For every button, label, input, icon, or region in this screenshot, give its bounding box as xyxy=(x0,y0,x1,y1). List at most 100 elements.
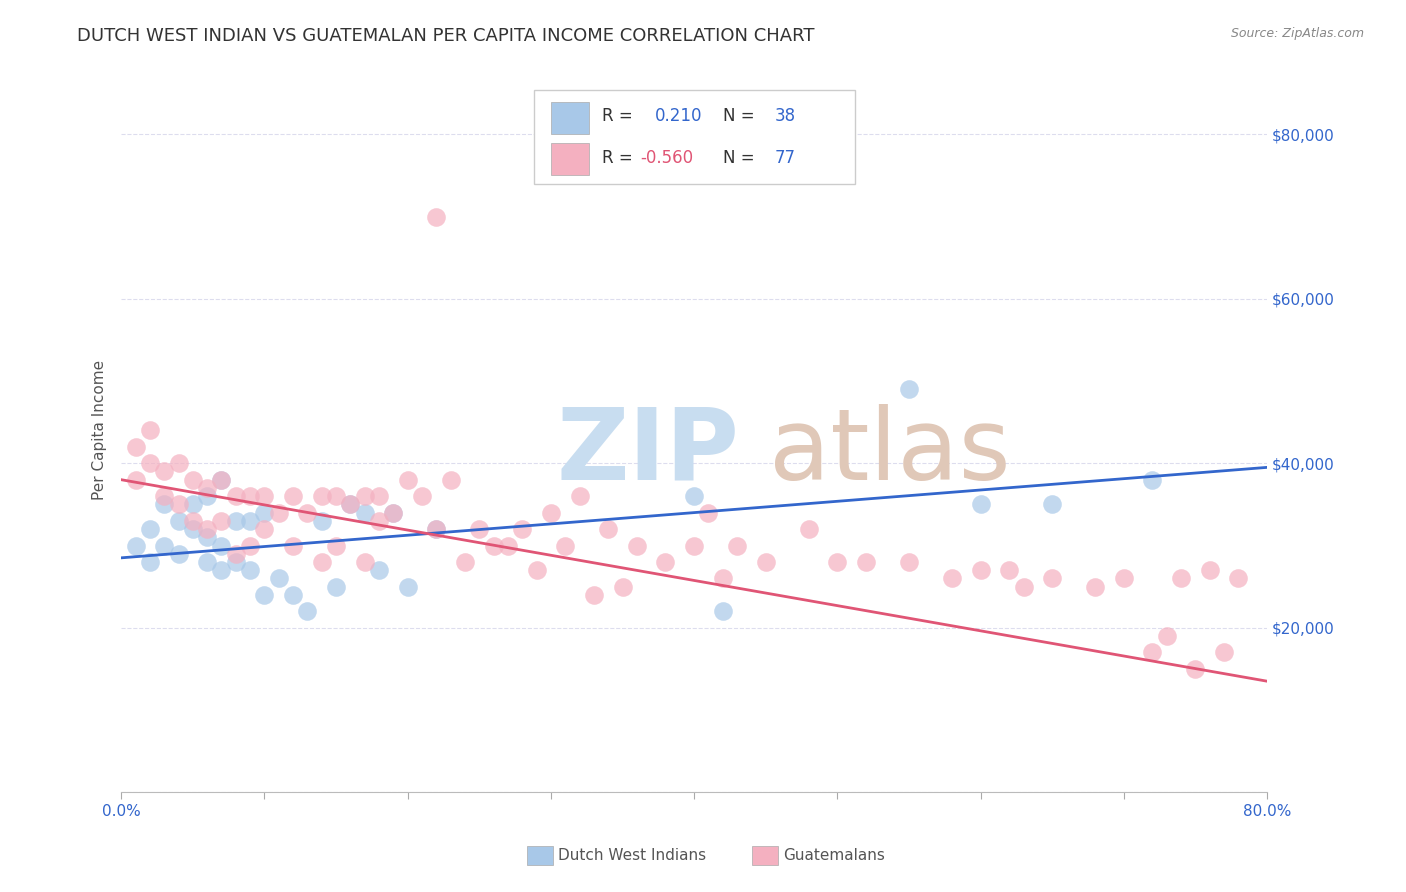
Point xyxy=(153,465,176,479)
Point xyxy=(998,563,1021,577)
Point xyxy=(124,473,146,487)
Point xyxy=(211,563,233,577)
Point xyxy=(1142,645,1164,659)
Point xyxy=(339,497,361,511)
Point xyxy=(468,522,491,536)
Point xyxy=(711,604,734,618)
Point xyxy=(153,539,176,553)
Point xyxy=(297,604,319,618)
Text: 38: 38 xyxy=(775,107,796,125)
Point xyxy=(139,423,162,437)
Point xyxy=(153,489,176,503)
Point xyxy=(239,563,262,577)
Point xyxy=(267,506,290,520)
Point xyxy=(195,555,218,569)
Point xyxy=(311,514,333,528)
Point xyxy=(827,555,849,569)
Point xyxy=(897,555,920,569)
Point xyxy=(1184,662,1206,676)
Point xyxy=(568,489,591,503)
Point xyxy=(554,539,576,553)
Point xyxy=(697,506,720,520)
Point xyxy=(167,456,190,470)
Point xyxy=(1112,571,1135,585)
Point xyxy=(540,506,562,520)
Point xyxy=(225,514,247,528)
Text: Source: ZipAtlas.com: Source: ZipAtlas.com xyxy=(1230,27,1364,40)
Text: Dutch West Indians: Dutch West Indians xyxy=(558,848,706,863)
Point xyxy=(510,522,533,536)
Point xyxy=(267,571,290,585)
Point xyxy=(195,522,218,536)
FancyBboxPatch shape xyxy=(551,102,589,134)
Point xyxy=(225,547,247,561)
Point xyxy=(454,555,477,569)
Point xyxy=(396,580,419,594)
Point xyxy=(325,539,347,553)
Text: DUTCH WEST INDIAN VS GUATEMALAN PER CAPITA INCOME CORRELATION CHART: DUTCH WEST INDIAN VS GUATEMALAN PER CAPI… xyxy=(77,27,815,45)
Point xyxy=(297,506,319,520)
Text: R =: R = xyxy=(602,107,633,125)
Point xyxy=(239,539,262,553)
Point xyxy=(167,514,190,528)
Point xyxy=(425,522,447,536)
Point xyxy=(612,580,634,594)
Point xyxy=(211,473,233,487)
Point xyxy=(368,563,391,577)
Point xyxy=(683,489,706,503)
Point xyxy=(124,440,146,454)
Point xyxy=(797,522,820,536)
Point xyxy=(1040,571,1063,585)
Point xyxy=(1084,580,1107,594)
Point xyxy=(311,489,333,503)
Point xyxy=(626,539,648,553)
Point xyxy=(1170,571,1192,585)
Point xyxy=(1198,563,1220,577)
Point xyxy=(239,489,262,503)
Point xyxy=(281,489,304,503)
Point xyxy=(167,547,190,561)
Point xyxy=(253,522,276,536)
Text: -0.560: -0.560 xyxy=(640,149,693,167)
Point xyxy=(211,539,233,553)
FancyBboxPatch shape xyxy=(551,143,589,175)
FancyBboxPatch shape xyxy=(534,90,855,185)
Point xyxy=(124,539,146,553)
Point xyxy=(755,555,778,569)
Text: Guatemalans: Guatemalans xyxy=(783,848,884,863)
Point xyxy=(1213,645,1236,659)
Point xyxy=(969,497,991,511)
Point xyxy=(941,571,963,585)
Point xyxy=(496,539,519,553)
Point xyxy=(368,514,391,528)
Point xyxy=(139,522,162,536)
Point xyxy=(281,588,304,602)
Point xyxy=(225,555,247,569)
Point xyxy=(167,497,190,511)
Point xyxy=(411,489,433,503)
Point xyxy=(339,497,361,511)
Point xyxy=(368,489,391,503)
Point xyxy=(325,580,347,594)
Point xyxy=(311,555,333,569)
Point xyxy=(325,489,347,503)
Point xyxy=(225,489,247,503)
Point xyxy=(425,210,447,224)
Text: N =: N = xyxy=(723,149,755,167)
Point xyxy=(181,514,204,528)
Point xyxy=(181,522,204,536)
Point xyxy=(153,497,176,511)
Point xyxy=(1012,580,1035,594)
Point xyxy=(1040,497,1063,511)
Point xyxy=(253,489,276,503)
Point xyxy=(281,539,304,553)
Point xyxy=(425,522,447,536)
Point xyxy=(482,539,505,553)
Text: atlas: atlas xyxy=(769,403,1011,500)
Point xyxy=(1227,571,1250,585)
Text: N =: N = xyxy=(723,107,755,125)
Point xyxy=(969,563,991,577)
Point xyxy=(353,555,375,569)
Point xyxy=(526,563,548,577)
Point xyxy=(382,506,405,520)
